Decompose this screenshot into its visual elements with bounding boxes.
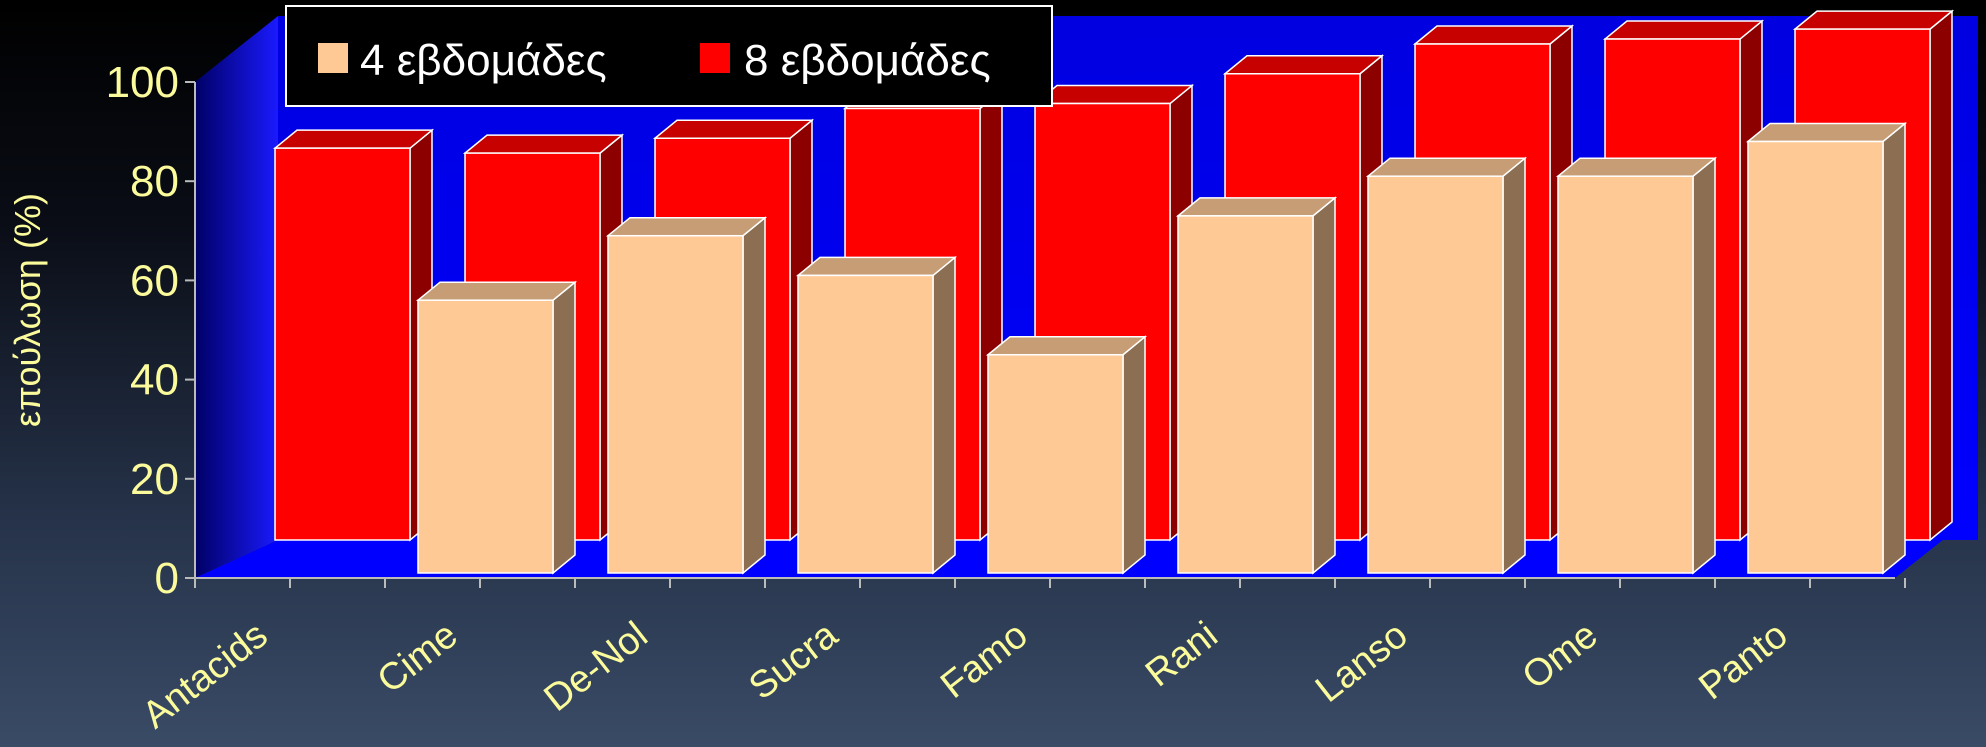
legend-label-8-weeks: 8 εβδομάδες xyxy=(744,36,991,85)
bar-4-weeks-cime-top xyxy=(415,281,578,301)
category-label: Panto xyxy=(1691,614,1795,708)
bars xyxy=(272,9,1955,575)
category-label: Rani xyxy=(1138,614,1225,695)
bar-8-weeks-ome-top xyxy=(1602,20,1765,40)
category-label: Antacids xyxy=(135,614,276,737)
category-label: Cime xyxy=(370,614,466,702)
bar-4-weeks-rani-top xyxy=(1175,197,1338,217)
bar-4-weeks-lanso-front xyxy=(1367,175,1504,574)
bar-8-weeks-antacids-top xyxy=(272,129,435,149)
category-label: Sucra xyxy=(741,613,846,708)
side-wall xyxy=(195,16,278,578)
bar-4-weeks-cime-side xyxy=(552,280,576,575)
category-labels: Antacids Cime De-Nol Sucra Famo Rani Lanso Ome P… xyxy=(135,613,1796,736)
bar-8-weeks-antacids-front xyxy=(274,147,411,541)
bar-4-weeks-rani-side xyxy=(1312,196,1336,575)
bar-8-weeks-de-nol-top xyxy=(652,119,815,139)
y-tick-label: 80 xyxy=(130,157,179,206)
bar-4-weeks-ome xyxy=(1555,156,1718,575)
category-label: Lanso xyxy=(1308,614,1415,711)
bar-8-weeks-lanso-top xyxy=(1412,25,1575,45)
bar-4-weeks-ome-side xyxy=(1692,156,1716,575)
legend-swatch-4-weeks xyxy=(318,43,348,73)
bar-4-weeks-sucra-side xyxy=(932,255,956,575)
bar-4-weeks-cime-front xyxy=(417,299,554,574)
bar-4-weeks-sucra xyxy=(795,255,958,575)
bar-4-weeks-de-nol xyxy=(605,216,768,575)
bar-4-weeks-ome-front xyxy=(1557,175,1694,574)
bar-4-weeks-sucra-top xyxy=(795,256,958,277)
legend: 4 εβδομάδες 8 εβδομάδες xyxy=(285,5,1053,107)
bar-4-weeks-lanso-top xyxy=(1365,157,1528,177)
bar-4-weeks-rani-front xyxy=(1177,215,1314,574)
bar-4-weeks-panto-top xyxy=(1745,122,1908,143)
bar-4-weeks-famo-front xyxy=(987,354,1124,574)
bar-8-weeks-antacids xyxy=(272,128,435,542)
bar-4-weeks-cime xyxy=(415,280,578,575)
bar-4-weeks-famo-top xyxy=(985,336,1148,356)
bar-4-weeks-sucra-front xyxy=(797,274,934,574)
y-axis-title: επούλωση (%) xyxy=(7,193,48,427)
y-tick-label: 100 xyxy=(106,58,179,107)
bar-8-weeks-panto-top xyxy=(1792,10,1955,30)
bar-4-weeks-famo xyxy=(985,335,1148,575)
bar-4-weeks-famo-side xyxy=(1122,335,1146,575)
category-label: De-Nol xyxy=(537,614,656,720)
bar-4-weeks-de-nol-side xyxy=(742,216,766,575)
category-label: Famo xyxy=(933,614,1035,707)
y-tick-label: 0 xyxy=(155,554,179,603)
bar-4-weeks-rani xyxy=(1175,196,1338,575)
bar-8-weeks-cime-top xyxy=(462,134,625,154)
bar-4-weeks-de-nol-top xyxy=(605,216,768,237)
category-label: Ome xyxy=(1515,614,1606,698)
bar-4-weeks-lanso-side xyxy=(1502,156,1526,575)
legend-swatch-8-weeks xyxy=(700,43,730,73)
bar-8-weeks-rani-top xyxy=(1222,55,1385,75)
bar-8-weeks-famo-top xyxy=(1032,84,1195,105)
y-tick-label: 60 xyxy=(130,256,179,305)
bar-4-weeks-panto-front xyxy=(1747,140,1884,574)
bar-8-weeks-panto-side xyxy=(1929,9,1953,542)
bar-4-weeks-lanso xyxy=(1365,156,1528,575)
bar-4-weeks-panto xyxy=(1745,121,1908,575)
legend-box xyxy=(285,5,1053,107)
legend-label-4-weeks: 4 εβδομάδες xyxy=(360,36,607,85)
bar-4-weeks-de-nol-front xyxy=(607,234,744,574)
bar-4-weeks-ome-top xyxy=(1555,157,1718,177)
y-tick-label: 40 xyxy=(130,356,179,405)
axes: 0 20 40 60 80 100 xyxy=(106,58,1906,603)
y-tick-label: 20 xyxy=(130,455,179,504)
bar-4-weeks-panto-side xyxy=(1882,121,1906,575)
